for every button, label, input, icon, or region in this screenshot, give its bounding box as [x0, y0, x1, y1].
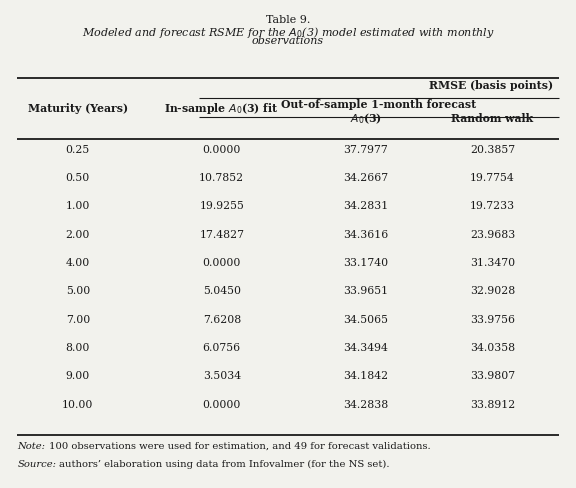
- Text: 37.7977: 37.7977: [343, 145, 388, 155]
- Text: 7.00: 7.00: [66, 315, 90, 325]
- Text: 34.1842: 34.1842: [343, 371, 388, 381]
- Text: 0.50: 0.50: [66, 173, 90, 183]
- Text: RMSE (basis points): RMSE (basis points): [429, 80, 553, 91]
- Text: 7.6208: 7.6208: [203, 315, 241, 325]
- Text: 33.9756: 33.9756: [470, 315, 515, 325]
- Text: Table 9.: Table 9.: [266, 15, 310, 24]
- Text: Random walk: Random walk: [452, 113, 533, 124]
- Text: 34.0358: 34.0358: [470, 343, 515, 353]
- Text: 23.9683: 23.9683: [470, 230, 515, 240]
- Text: 6.0756: 6.0756: [203, 343, 241, 353]
- Text: 20.3857: 20.3857: [470, 145, 515, 155]
- Text: 19.9255: 19.9255: [199, 202, 244, 211]
- Text: 8.00: 8.00: [66, 343, 90, 353]
- Text: 33.1740: 33.1740: [343, 258, 388, 268]
- Text: 34.2838: 34.2838: [343, 400, 388, 409]
- Text: 34.5065: 34.5065: [343, 315, 388, 325]
- Text: Maturity (Years): Maturity (Years): [28, 103, 128, 114]
- Text: Modeled and forecast RSME for the $A_0$(3) model estimated with monthly: Modeled and forecast RSME for the $A_0$(…: [82, 25, 494, 41]
- Text: Source:: Source:: [17, 460, 56, 468]
- Text: 2.00: 2.00: [66, 230, 90, 240]
- Text: 1.00: 1.00: [66, 202, 90, 211]
- Text: 34.3494: 34.3494: [343, 343, 388, 353]
- Text: 31.3470: 31.3470: [470, 258, 515, 268]
- Text: 0.0000: 0.0000: [203, 145, 241, 155]
- Text: 0.0000: 0.0000: [203, 258, 241, 268]
- Text: 9.00: 9.00: [66, 371, 90, 381]
- Text: Note:: Note:: [17, 442, 46, 450]
- Text: 10.7852: 10.7852: [199, 173, 244, 183]
- Text: 33.8912: 33.8912: [470, 400, 515, 409]
- Text: 0.25: 0.25: [66, 145, 90, 155]
- Text: 32.9028: 32.9028: [470, 286, 515, 296]
- Text: 19.7233: 19.7233: [470, 202, 515, 211]
- Text: 5.00: 5.00: [66, 286, 90, 296]
- Text: 17.4827: 17.4827: [199, 230, 244, 240]
- Text: Out-of-sample 1-month forecast: Out-of-sample 1-month forecast: [281, 99, 476, 110]
- Text: 10.00: 10.00: [62, 400, 93, 409]
- Text: authors’ elaboration using data from Infovalmer (for the NS set).: authors’ elaboration using data from Inf…: [59, 460, 389, 469]
- Text: 3.5034: 3.5034: [203, 371, 241, 381]
- Text: In-sample $A_0$(3) fit: In-sample $A_0$(3) fit: [164, 102, 279, 116]
- Text: observations: observations: [252, 36, 324, 46]
- Text: $A_0$(3): $A_0$(3): [350, 111, 382, 126]
- Text: 0.0000: 0.0000: [203, 400, 241, 409]
- Text: 33.9651: 33.9651: [343, 286, 388, 296]
- Text: 34.2667: 34.2667: [343, 173, 388, 183]
- Text: 19.7754: 19.7754: [470, 173, 515, 183]
- Text: 33.9807: 33.9807: [470, 371, 515, 381]
- Text: 5.0450: 5.0450: [203, 286, 241, 296]
- Text: 4.00: 4.00: [66, 258, 90, 268]
- Text: 100 observations were used for estimation, and 49 for forecast validations.: 100 observations were used for estimatio…: [49, 442, 431, 450]
- Text: 34.2831: 34.2831: [343, 202, 388, 211]
- Text: 34.3616: 34.3616: [343, 230, 388, 240]
